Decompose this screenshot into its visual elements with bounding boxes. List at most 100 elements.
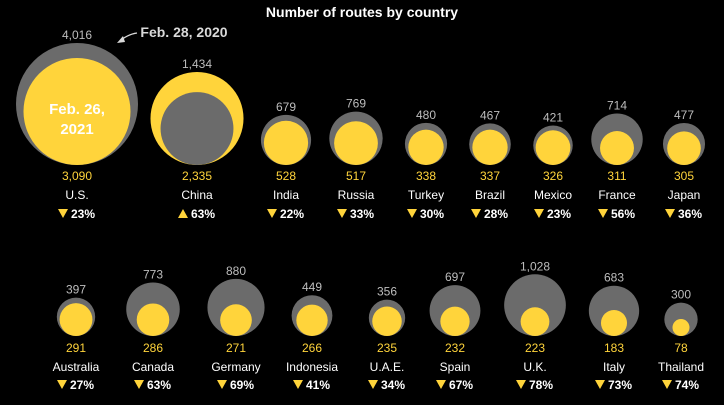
country-label-indonesia: Indonesia — [286, 360, 338, 374]
country-label-australia: Australia — [53, 360, 100, 374]
before-value-uk: 1,028 — [520, 259, 550, 273]
change-thailand: 74% — [662, 378, 699, 392]
after-value-thailand: 78 — [674, 341, 688, 355]
down-triangle-icon-canada — [134, 380, 144, 389]
country-label-germany: Germany — [211, 360, 260, 374]
before-value-france: 714 — [607, 99, 627, 113]
change-value-uae: 34% — [381, 378, 405, 392]
after-value-germany: 271 — [226, 341, 246, 355]
bubble-inner-australia — [59, 303, 93, 337]
change-india: 22% — [267, 207, 304, 221]
down-triangle-icon-uk — [516, 380, 526, 389]
before-value-italy: 683 — [604, 271, 624, 285]
before-value-us: 4,016 — [62, 28, 92, 42]
down-triangle-icon-india — [267, 209, 277, 218]
country-label-france: France — [598, 188, 636, 202]
after-value-italy: 183 — [604, 341, 624, 355]
after-value-uk: 223 — [525, 341, 545, 355]
change-indonesia: 41% — [293, 378, 330, 392]
bubble-inner-italy — [600, 309, 628, 336]
change-value-germany: 69% — [230, 378, 254, 392]
down-triangle-icon-turkey — [407, 209, 417, 218]
down-triangle-icon-thailand — [662, 380, 672, 389]
down-triangle-icon-france — [598, 209, 608, 218]
annotation-after-line2: 2021 — [60, 121, 93, 138]
after-value-mexico: 326 — [543, 169, 563, 183]
before-value-mexico: 421 — [543, 110, 563, 124]
before-value-turkey: 480 — [416, 108, 436, 122]
bubble-inner-uk — [520, 307, 550, 336]
down-triangle-icon-us — [58, 209, 68, 218]
bubble-outer-uk — [504, 274, 566, 336]
down-triangle-icon-germany — [217, 380, 227, 389]
bubble-inner-us — [23, 57, 131, 166]
change-value-china: 63% — [191, 207, 215, 221]
bubble-inner-japan — [667, 131, 701, 165]
change-mexico: 23% — [534, 207, 571, 221]
change-value-japan: 36% — [678, 207, 702, 221]
before-value-canada: 773 — [143, 267, 163, 281]
after-value-spain: 232 — [445, 341, 465, 355]
change-uk: 78% — [516, 378, 553, 392]
change-value-mexico: 23% — [547, 207, 571, 221]
before-value-spain: 697 — [445, 270, 465, 284]
change-value-turkey: 30% — [420, 207, 444, 221]
change-value-france: 56% — [611, 207, 635, 221]
after-value-brazil: 337 — [480, 169, 500, 183]
country-label-italy: Italy — [603, 360, 625, 374]
country-label-uk: U.K. — [523, 360, 546, 374]
after-value-russia: 517 — [346, 169, 366, 183]
down-triangle-icon-russia — [337, 209, 347, 218]
before-value-russia: 769 — [346, 97, 366, 111]
bubble-inner-turkey — [408, 129, 444, 166]
before-value-uae: 356 — [377, 285, 397, 299]
down-triangle-icon-mexico — [534, 209, 544, 218]
after-value-france: 311 — [607, 169, 626, 183]
bubble-inner-mexico — [535, 130, 571, 165]
down-triangle-icon-spain — [436, 380, 446, 389]
up-triangle-icon-china — [178, 209, 188, 218]
bubble-inner-india — [263, 120, 309, 165]
country-label-canada: Canada — [132, 360, 174, 374]
after-value-turkey: 338 — [416, 169, 436, 183]
change-spain: 67% — [436, 378, 473, 392]
change-china: 63% — [178, 207, 215, 221]
after-value-indonesia: 266 — [302, 341, 322, 355]
change-us: 23% — [58, 207, 95, 221]
before-value-indonesia: 449 — [302, 280, 322, 294]
down-triangle-icon-italy — [595, 380, 605, 389]
country-label-japan: Japan — [668, 188, 701, 202]
bubble-inner-germany — [220, 304, 252, 337]
bubble-inner-thailand — [672, 318, 690, 337]
bubble-inner-china — [160, 92, 234, 165]
change-brazil: 28% — [471, 207, 508, 221]
before-value-australia: 397 — [66, 283, 86, 297]
country-label-thailand: Thailand — [658, 360, 704, 374]
country-label-russia: Russia — [338, 188, 375, 202]
change-turkey: 30% — [407, 207, 444, 221]
after-value-japan: 305 — [674, 169, 694, 183]
change-germany: 69% — [217, 378, 254, 392]
change-value-canada: 63% — [147, 378, 171, 392]
before-value-china: 1,434 — [182, 57, 212, 71]
down-triangle-icon-uae — [368, 380, 378, 389]
change-value-uk: 78% — [529, 378, 553, 392]
annotation-after-line1: Feb. 26, — [49, 101, 105, 118]
before-value-thailand: 300 — [671, 288, 691, 302]
country-label-brazil: Brazil — [475, 188, 505, 202]
change-australia: 27% — [57, 378, 94, 392]
change-value-indonesia: 41% — [306, 378, 330, 392]
before-value-japan: 477 — [674, 108, 694, 122]
before-value-germany: 880 — [226, 264, 246, 278]
country-label-uae: U.A.E. — [370, 360, 405, 374]
after-value-canada: 286 — [143, 341, 163, 355]
change-france: 56% — [598, 207, 635, 221]
after-value-us: 3,090 — [62, 169, 92, 183]
down-triangle-icon-australia — [57, 380, 67, 389]
down-triangle-icon-indonesia — [293, 380, 303, 389]
change-canada: 63% — [134, 378, 171, 392]
down-triangle-icon-japan — [665, 209, 675, 218]
change-value-australia: 27% — [70, 378, 94, 392]
